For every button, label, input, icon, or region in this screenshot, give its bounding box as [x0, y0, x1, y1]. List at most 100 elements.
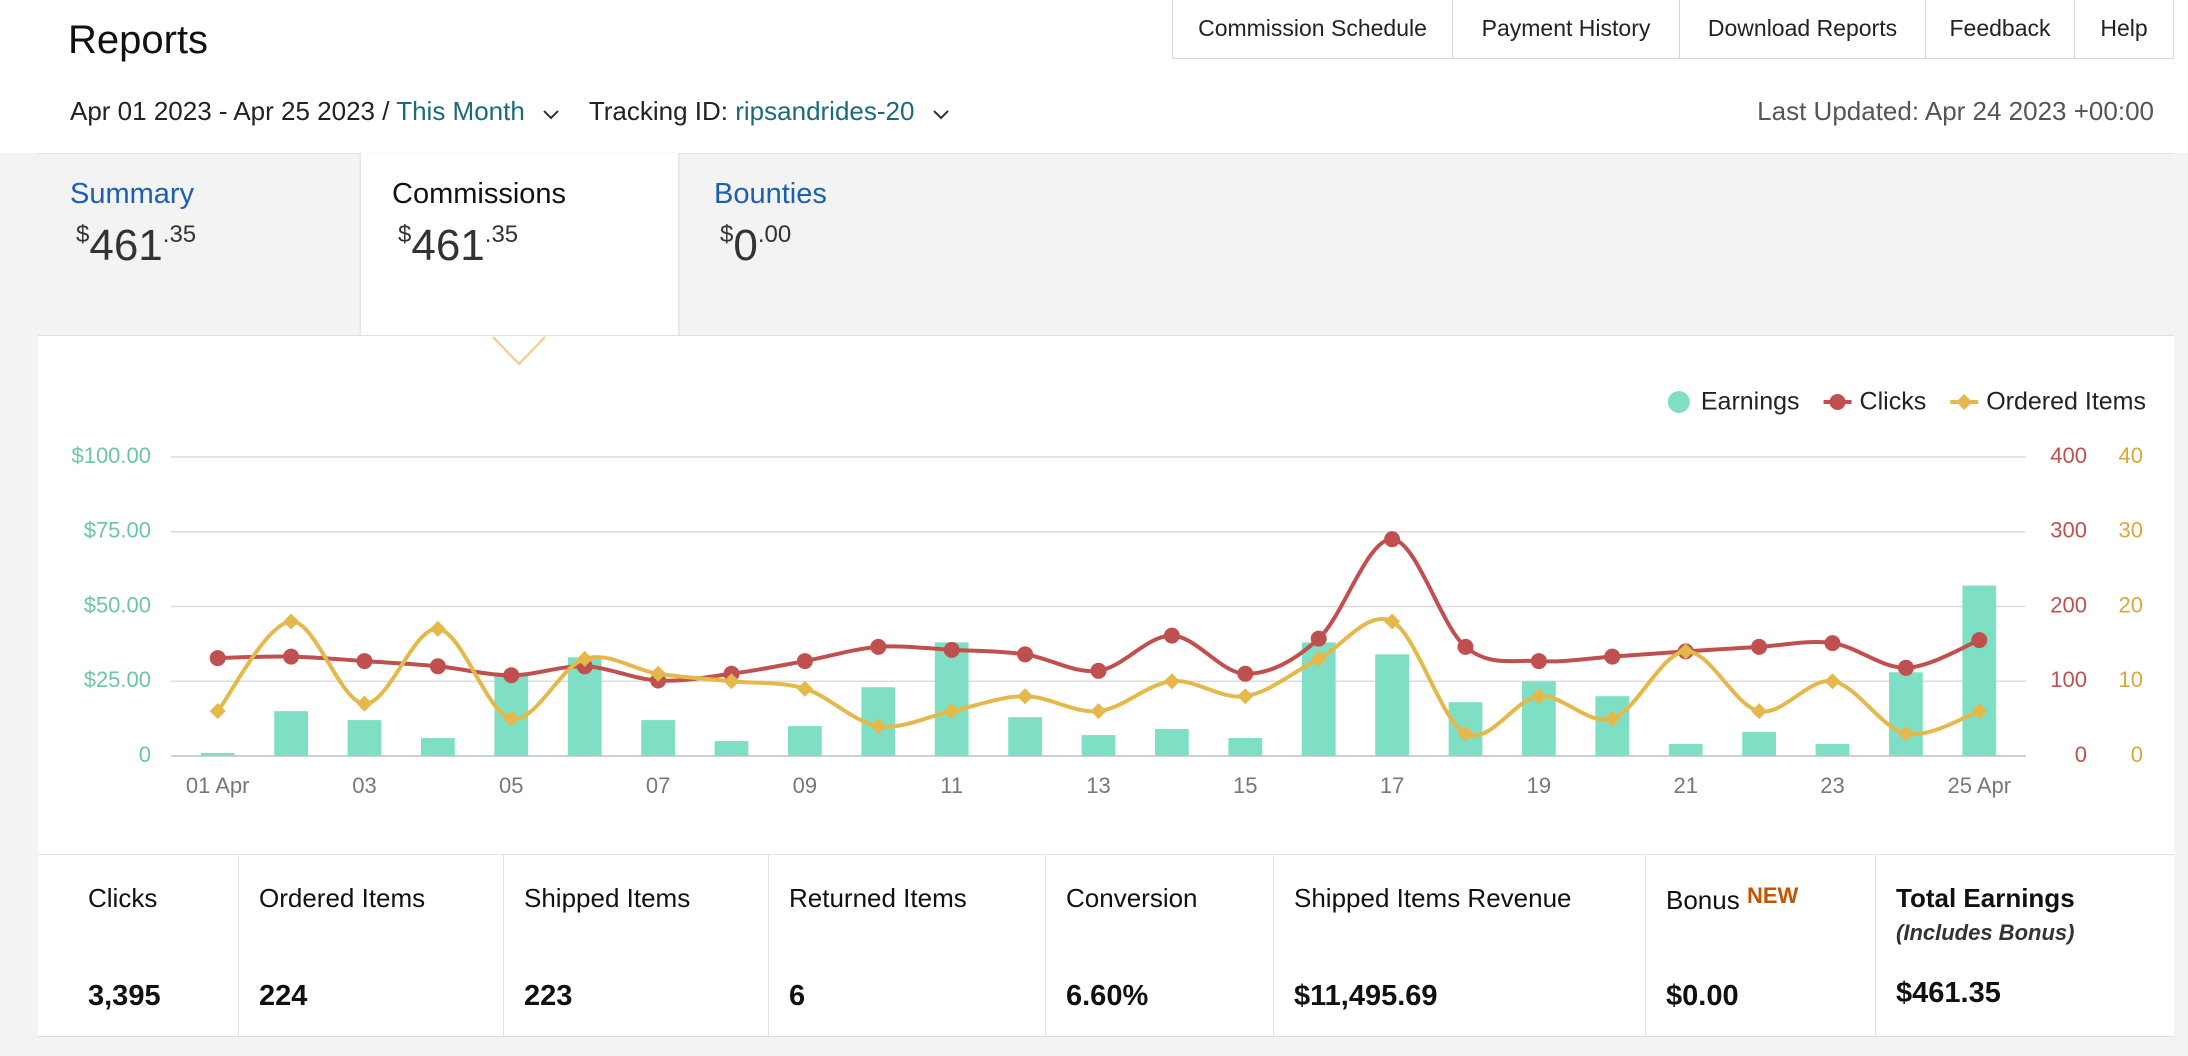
stat-cell: Total Earnings (Includes Bonus) $461.35 — [1876, 855, 2174, 1036]
stat-label: Conversion — [1066, 883, 1198, 913]
label-text: Bonus — [1666, 885, 1740, 915]
marker — [1310, 630, 1327, 647]
marker — [1604, 710, 1621, 727]
marker — [503, 710, 520, 727]
nav-button[interactable]: Feedback — [1926, 0, 2075, 58]
marker — [1017, 646, 1034, 663]
header — [0, 0, 2188, 153]
stat-cell: Bonus NEW $0.00 — [1646, 855, 1876, 1036]
marker — [870, 638, 887, 655]
x-tick-label: 17 — [1380, 773, 1404, 798]
stat-value: 223 — [524, 980, 573, 1012]
amount-whole: 0 — [733, 221, 758, 270]
x-tick-label: 21 — [1673, 773, 1697, 798]
label-text: Total Earnings — [1896, 883, 2075, 913]
marker — [283, 613, 300, 630]
marker — [1897, 725, 1914, 742]
x-tick-label: 19 — [1527, 773, 1551, 798]
y3-tick-label: 0 — [2131, 742, 2143, 767]
marker — [1310, 650, 1327, 667]
y-tick-label: $100.00 — [71, 443, 151, 468]
bar — [421, 738, 455, 756]
chart: 0$25.00$50.00$75.00$100.0001002003004000… — [71, 388, 2146, 798]
bar — [788, 726, 822, 756]
marker — [356, 695, 373, 712]
marker — [1824, 673, 1841, 690]
x-tick-label: 03 — [352, 773, 376, 798]
stat-label: Total Earnings (Includes Bonus) — [1896, 883, 2075, 946]
legend-swatch — [1667, 391, 1690, 413]
amount-whole: 461 — [89, 221, 163, 270]
marker — [1971, 703, 1988, 720]
marker — [1530, 653, 1547, 670]
stat-cell: Conversion 6.60% — [1046, 855, 1274, 1036]
stat-value: 6.60% — [1066, 980, 1149, 1012]
y2-tick-label: 0 — [2075, 742, 2087, 767]
period-dropdown[interactable]: This Month — [396, 96, 525, 126]
active-tab — [361, 153, 678, 340]
tabs-bar — [38, 153, 2174, 336]
bar — [200, 753, 235, 756]
marker — [1897, 659, 1914, 676]
bar — [1008, 717, 1042, 756]
marker — [1384, 531, 1401, 548]
stat-cell: Ordered Items 224 — [239, 855, 504, 1036]
nav-bar: Commission Schedule Payment History Down… — [1172, 0, 2174, 59]
marker — [356, 653, 373, 670]
tracking-label: Tracking ID: — [588, 96, 729, 126]
y3-tick-label: 40 — [2119, 443, 2143, 468]
tab[interactable]: Commissions $461.35 — [392, 178, 566, 271]
stat-value: $11,495.69 — [1294, 980, 1438, 1012]
stat-value: 224 — [259, 980, 308, 1012]
tab-label: Summary — [70, 178, 195, 210]
tracking-dropdown[interactable]: ripsandrides-20 — [735, 96, 915, 126]
marker — [1677, 643, 1694, 660]
stat-label: Bonus NEW — [1666, 883, 1798, 916]
stat-label: Clicks — [88, 883, 158, 913]
y2-tick-label: 400 — [2050, 443, 2087, 468]
tab-label: Bounties — [714, 178, 827, 210]
y2-tick-label: 300 — [2050, 518, 2087, 543]
bar — [1962, 585, 1997, 756]
marker — [870, 718, 887, 735]
y-tick-label: $50.00 — [84, 592, 151, 617]
nav-button[interactable]: Download Reports — [1680, 0, 1926, 58]
tab-pointer — [492, 336, 546, 366]
tab-amount: $461.35 — [76, 221, 196, 271]
tab[interactable]: Summary $461.35 — [70, 178, 196, 271]
stat-value: 3,395 — [88, 980, 161, 1012]
marker — [796, 680, 813, 697]
nav-button[interactable]: Commission Schedule — [1173, 0, 1453, 58]
nav-button[interactable]: Help — [2075, 0, 2174, 58]
page-title: Reports — [68, 18, 209, 62]
marker — [1163, 627, 1180, 644]
marker — [283, 648, 300, 665]
stat-cell: Shipped Items Revenue $11,495.69 — [1274, 855, 1646, 1036]
marker — [1604, 648, 1621, 665]
tab-label: Commissions — [392, 178, 567, 210]
line — [217, 537, 1981, 683]
y-tick-label: $25.00 — [84, 667, 151, 692]
marker — [1090, 662, 1107, 679]
y3-tick-label: 10 — [2119, 667, 2143, 692]
marker — [1090, 703, 1107, 720]
marker — [503, 667, 520, 684]
stats-table: Clicks 3,395 Ordered Items 224 Shipped Ite… — [38, 854, 2174, 1037]
bar — [1742, 732, 1776, 756]
bar — [1815, 744, 1850, 756]
marker — [209, 650, 226, 667]
last-updated: Last Updated: Apr 24 2023 +00:00 — [1757, 96, 2154, 126]
marker — [650, 665, 667, 682]
x-tick-label: 09 — [793, 773, 817, 798]
new-badge: NEW — [1746, 883, 1799, 908]
amount-whole: 461 — [411, 221, 485, 270]
legend-swatch — [1956, 394, 1973, 410]
marker — [209, 703, 226, 720]
nav-button[interactable]: Payment History — [1453, 0, 1680, 58]
date-range: Apr 01 2023 - Apr 25 2023 / — [70, 96, 390, 126]
stat-value: $461.35 — [1896, 977, 2001, 1009]
tab[interactable]: Bounties $0.00 — [714, 178, 827, 271]
y3-tick-label: 30 — [2119, 518, 2143, 543]
y2-tick-label: 100 — [2050, 667, 2087, 692]
